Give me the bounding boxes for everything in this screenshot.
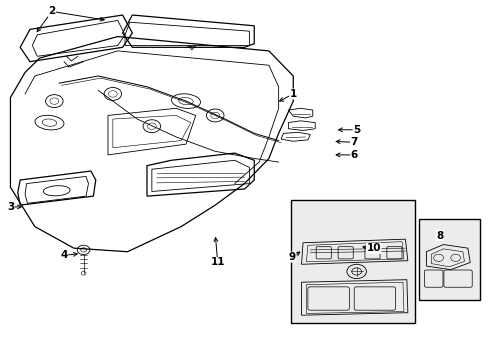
Bar [290,200,414,323]
Text: 2: 2 [48,6,56,17]
Text: 10: 10 [366,243,380,253]
Text: 4: 4 [61,250,68,260]
Bar [418,220,479,300]
Text: 9: 9 [288,252,295,262]
Text: 7: 7 [350,138,357,147]
Text: 5: 5 [352,125,360,135]
Text: 6: 6 [350,150,357,160]
Text: 11: 11 [210,257,224,267]
Text: 3: 3 [7,202,14,212]
Text: 8: 8 [435,231,442,240]
Text: 1: 1 [289,89,296,99]
